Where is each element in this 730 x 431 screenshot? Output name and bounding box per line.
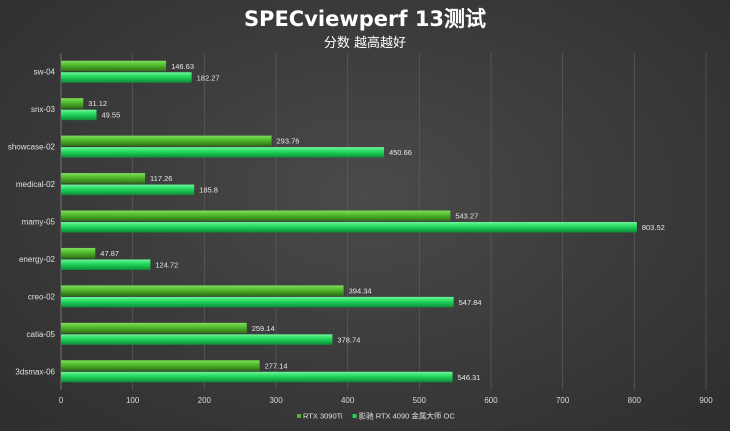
bar [61,296,454,308]
category-label: creo-02 [28,292,56,301]
data-label: 293.76 [277,137,300,146]
data-label: 185.8 [199,186,218,195]
category-label: showcase-02 [8,143,56,152]
bar [61,259,151,270]
bar [61,285,344,296]
bar [61,147,384,158]
data-label: 803.52 [642,223,665,232]
x-tick-label: 900 [699,396,713,405]
bar [61,210,451,221]
legend: RTX 3090Ti 影驰 RTX 4090 金属大师 OC [297,411,455,421]
x-tick-label: 400 [341,396,355,405]
category-label: energy-02 [19,255,56,264]
data-label: 124.72 [155,260,178,269]
bar [61,135,272,147]
category-label: catia-05 [27,330,56,339]
x-tick-label: 500 [413,396,427,405]
data-label: 450.66 [389,148,412,157]
chart-title: SPECviewperf 13测试 [244,7,486,31]
x-tick-label: 200 [198,396,212,405]
x-tick-label: 300 [269,396,283,405]
bar [61,98,84,109]
bar [61,72,192,83]
data-label: 394.34 [349,286,372,295]
bar [61,334,333,345]
x-tick-label: 700 [556,396,570,405]
bar [61,173,146,184]
bar [61,247,96,259]
legend-swatch [352,414,357,418]
data-label: 277.14 [265,361,288,370]
bar [61,222,637,233]
data-label: 49.55 [102,111,121,120]
legend-label: 影驰 RTX 4090 金属大师 OC [359,411,456,421]
x-tick-label: 800 [628,396,642,405]
legend-label: RTX 3090Ti [303,412,343,421]
bar [61,322,247,334]
data-label: 546.31 [458,373,481,382]
bar [61,184,195,196]
bar [61,60,167,72]
bar [61,109,97,121]
grid-layer: 0 100 200 300 400 500 600 700 800 900 [59,53,713,405]
bar [61,371,453,383]
category-label: medical-02 [16,180,56,189]
bar-layer [61,60,637,383]
data-label: 547.84 [459,298,482,307]
category-label: sw-04 [34,68,56,77]
chart-subtitle: 分数 越高越好 [324,35,406,51]
data-label: 117.26 [150,174,172,183]
category-label: 3dsmax-06 [15,367,55,376]
data-label: 47.87 [100,249,119,258]
data-label: 146.63 [171,62,194,71]
data-label: 378.74 [337,335,360,344]
x-tick-label: 600 [484,396,498,405]
legend-swatch [297,414,301,418]
bar [61,360,260,371]
category-label: mamy-05 [22,218,56,227]
data-label: 31.12 [88,99,107,108]
category-label: snx-03 [31,105,56,114]
data-label: 182.27 [197,73,220,82]
x-tick-label: 0 [59,396,64,405]
data-label: 259.14 [252,324,275,333]
data-label: 543.27 [455,212,478,221]
x-tick-label: 100 [126,396,140,405]
